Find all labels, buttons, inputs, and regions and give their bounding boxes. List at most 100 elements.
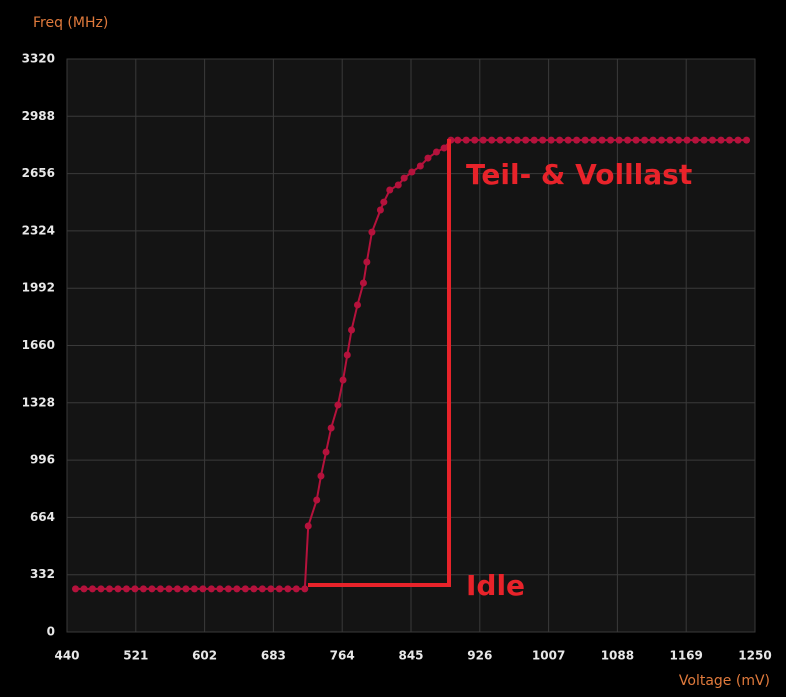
data-point — [424, 154, 432, 162]
y-tick-label: 2324 — [22, 223, 55, 237]
data-point — [624, 136, 632, 144]
data-point — [199, 585, 207, 593]
x-tick-label: 521 — [123, 649, 148, 663]
data-point — [353, 301, 361, 309]
data-point — [97, 585, 105, 593]
annotation-load: Teil- & Volllast — [466, 158, 692, 191]
data-point — [122, 585, 130, 593]
y-tick-label: 996 — [30, 453, 55, 467]
data-point — [71, 585, 79, 593]
data-point — [556, 136, 564, 144]
data-point — [666, 136, 674, 144]
data-point — [363, 258, 371, 266]
data-point — [675, 136, 683, 144]
data-point — [376, 206, 384, 214]
x-tick-label: 1088 — [601, 649, 634, 663]
data-point — [598, 136, 606, 144]
data-point — [440, 144, 448, 152]
data-point — [348, 326, 356, 334]
data-point — [564, 136, 572, 144]
data-point — [339, 376, 347, 384]
data-point — [156, 585, 164, 593]
data-point — [80, 585, 88, 593]
data-point — [224, 585, 232, 593]
x-tick-label: 1169 — [669, 649, 702, 663]
data-point — [88, 585, 96, 593]
data-point — [641, 136, 649, 144]
data-point — [416, 162, 424, 170]
data-point — [683, 136, 691, 144]
data-point — [726, 136, 734, 144]
data-point — [743, 136, 751, 144]
data-point — [513, 136, 521, 144]
data-point — [105, 585, 113, 593]
y-tick-label: 1328 — [22, 395, 55, 409]
data-point — [284, 585, 292, 593]
data-point — [241, 585, 249, 593]
data-point — [454, 136, 462, 144]
x-tick-label: 440 — [54, 649, 79, 663]
data-point — [700, 136, 708, 144]
data-point — [322, 448, 330, 456]
x-tick-label: 926 — [467, 649, 492, 663]
data-point — [139, 585, 147, 593]
data-point — [148, 585, 156, 593]
data-point — [547, 136, 555, 144]
x-tick-label: 602 — [192, 649, 217, 663]
data-point — [368, 228, 376, 236]
data-point — [539, 136, 547, 144]
data-point — [590, 136, 598, 144]
data-point — [380, 198, 388, 206]
data-point — [131, 585, 139, 593]
y-tick-label: 2988 — [22, 109, 55, 123]
data-point — [216, 585, 224, 593]
y-tick-label: 1992 — [22, 281, 55, 295]
data-point — [573, 136, 581, 144]
data-point — [267, 585, 275, 593]
data-point — [649, 136, 657, 144]
data-point — [488, 136, 496, 144]
y-tick-label: 664 — [30, 510, 55, 524]
x-tick-label: 764 — [330, 649, 355, 663]
data-point — [292, 585, 300, 593]
data-point — [327, 424, 335, 432]
x-tick-label: 845 — [398, 649, 423, 663]
data-point — [658, 136, 666, 144]
data-point — [462, 136, 470, 144]
data-point — [400, 174, 408, 182]
data-point — [581, 136, 589, 144]
x-tick-label: 683 — [261, 649, 286, 663]
data-point — [607, 136, 615, 144]
data-point — [394, 181, 402, 189]
data-point — [304, 522, 312, 530]
data-point — [717, 136, 725, 144]
x-axis-title: Voltage (mV) — [679, 673, 770, 689]
y-axis-title: Freq (MHz) — [33, 15, 108, 31]
data-point — [317, 472, 325, 480]
y-tick-label: 3320 — [22, 52, 55, 66]
y-tick-label: 332 — [30, 567, 55, 581]
annotation-idle: Idle — [466, 569, 525, 602]
data-point — [233, 585, 241, 593]
data-point — [522, 136, 530, 144]
y-tick-label: 1660 — [22, 338, 55, 352]
data-point — [275, 585, 283, 593]
data-point — [334, 401, 342, 409]
data-point — [343, 351, 351, 359]
data-point — [408, 168, 416, 176]
data-point — [182, 585, 190, 593]
y-tick-label: 2656 — [22, 166, 55, 180]
data-point — [734, 136, 742, 144]
data-point — [432, 148, 440, 156]
data-point — [258, 585, 266, 593]
data-point — [313, 496, 321, 504]
data-point — [615, 136, 623, 144]
data-point — [496, 136, 504, 144]
data-point — [359, 279, 367, 287]
data-point — [632, 136, 640, 144]
data-point — [505, 136, 513, 144]
data-point — [190, 585, 198, 593]
data-point — [692, 136, 700, 144]
data-point — [471, 136, 479, 144]
